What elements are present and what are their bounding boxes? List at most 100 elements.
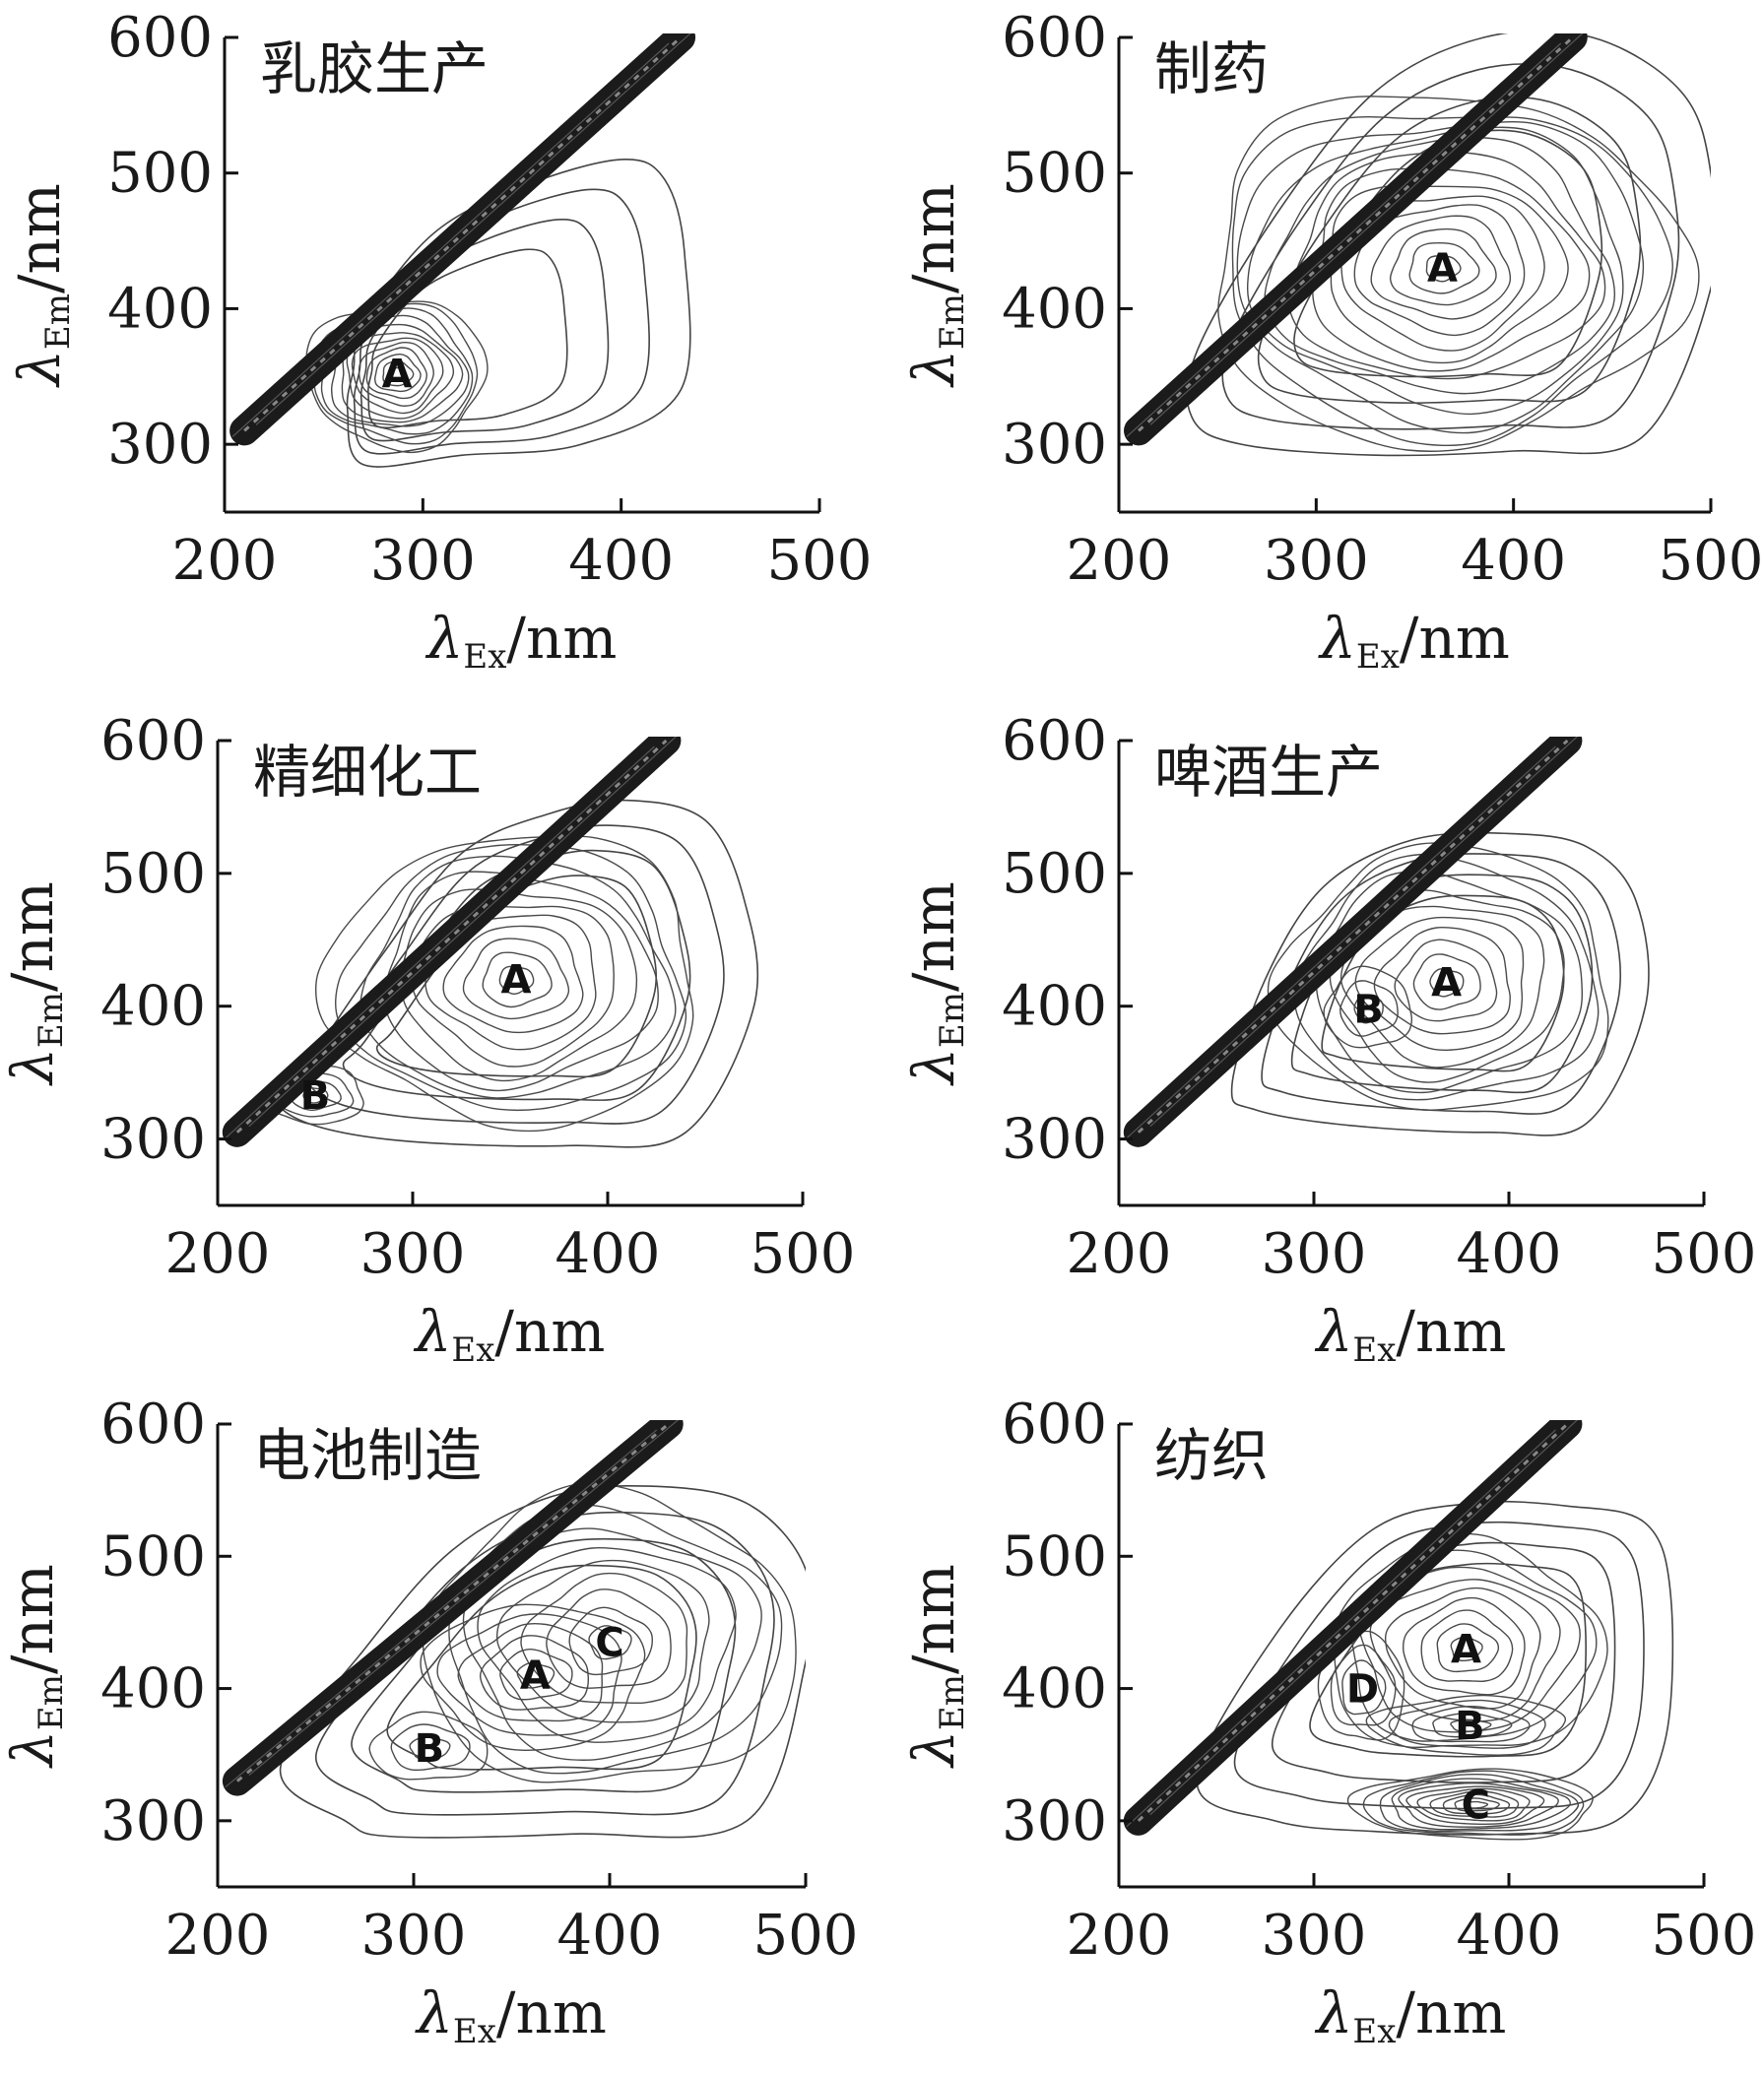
- contour-line: [520, 1572, 688, 1705]
- y-tick-label: 600: [1002, 1393, 1107, 1457]
- contour-line: [275, 799, 759, 1148]
- contour-line: [1247, 126, 1624, 416]
- contour-line: [1384, 1587, 1541, 1710]
- y-tick-label: 500: [1002, 142, 1107, 206]
- contour-line: [1323, 965, 1413, 1049]
- x-tick-label: 500: [751, 1222, 856, 1286]
- contour-line: [1373, 926, 1511, 1035]
- contour-line: [1339, 905, 1545, 1069]
- panel-title: 乳胶生产: [260, 35, 489, 102]
- contour-line: [1365, 1694, 1567, 1756]
- contour-line: [1432, 1712, 1513, 1738]
- scatter-band-texture: [1138, 35, 1574, 432]
- contour-line: [1230, 831, 1650, 1136]
- y-axis-label-symbol: λ: [900, 1048, 967, 1086]
- contour-line: [1351, 1674, 1375, 1703]
- peak-label: B: [1353, 987, 1384, 1032]
- x-tick-label: 500: [1652, 1904, 1757, 1968]
- contour-line: [359, 855, 677, 1099]
- x-tick-label: 300: [1264, 529, 1369, 593]
- scatter-band-edge: [1149, 1420, 1579, 1816]
- contour-line: [358, 341, 434, 407]
- x-tick-label: 200: [1067, 1904, 1172, 1968]
- y-axis-label-symbol: λ: [900, 350, 967, 388]
- contour-line: [462, 1527, 762, 1761]
- peak-label: A: [1427, 246, 1458, 292]
- scatter-band-edge: [1126, 1429, 1556, 1828]
- y-tick-label: 400: [107, 277, 213, 341]
- x-tick-label: 200: [1067, 1222, 1172, 1286]
- contour-line: [351, 337, 444, 415]
- y-axis-label: λEm/nm: [0, 1564, 71, 1769]
- x-axis-label-subscript: Ex: [1352, 1330, 1396, 1370]
- y-tick-label: 300: [1002, 1789, 1107, 1853]
- y-axis-label-subscript: Em: [933, 992, 972, 1048]
- contour-line: [1330, 1644, 1397, 1726]
- contour-line: [302, 1087, 329, 1104]
- scatter-band-edge: [248, 737, 678, 1128]
- contour-line: [1442, 1793, 1511, 1815]
- scatter-band-edge: [225, 1429, 658, 1788]
- contour-line: [1402, 1596, 1526, 1696]
- x-axis-label-subscript: Ex: [453, 2012, 496, 2051]
- contour-line: [1388, 1699, 1546, 1749]
- scatter-band-edge: [1126, 745, 1556, 1139]
- contour-line: [386, 1564, 697, 1771]
- x-axis-label-subscript: Ex: [1356, 637, 1400, 677]
- scatter-band-edge: [1149, 33, 1584, 425]
- contour-line: [1264, 136, 1616, 395]
- plot-area: [1123, 1420, 1674, 1841]
- peak-label: B: [415, 1726, 445, 1772]
- y-tick-label: 300: [100, 1789, 206, 1853]
- x-axis-label-unit: /nm: [506, 605, 617, 672]
- contour-line: [1196, 1500, 1674, 1836]
- contour-line: [1221, 63, 1680, 430]
- contour-line: [382, 360, 415, 387]
- peak-label: B: [1455, 1704, 1485, 1749]
- plot-area: [229, 33, 696, 468]
- x-axis-label-unit: /nm: [496, 1979, 607, 2046]
- contour-line: [1369, 1579, 1561, 1722]
- scatter-band: [222, 737, 682, 1147]
- scatter-band-edge: [231, 42, 670, 437]
- x-axis-label: λEx/nm: [1318, 605, 1510, 677]
- y-tick-label: 400: [1002, 277, 1107, 341]
- y-axis-label: λEm/nm: [900, 183, 972, 388]
- contour-line: [1362, 1770, 1585, 1836]
- contour-line: [1341, 1659, 1387, 1716]
- y-axis-label-symbol: λ: [6, 350, 73, 388]
- panel-title: 精细化工: [253, 739, 482, 806]
- y-axis-label-symbol: λ: [0, 1730, 66, 1769]
- x-tick-label: 300: [370, 529, 476, 593]
- contour-line: [365, 347, 427, 400]
- y-axis-label: λEm/nm: [900, 881, 972, 1086]
- x-axis-label-unit: /nm: [1400, 605, 1510, 672]
- y-axis-label-unit: /nm: [900, 881, 967, 992]
- y-axis-label: λEm/nm: [6, 183, 78, 388]
- contour-line: [482, 951, 553, 1008]
- contour-line: [1346, 1768, 1594, 1841]
- scatter-band-edge: [255, 33, 691, 425]
- x-tick-label: 400: [555, 1222, 661, 1286]
- y-tick-label: 300: [107, 413, 213, 477]
- x-axis-label-unit: /nm: [1396, 1979, 1506, 2046]
- plot-area: [222, 1420, 806, 1839]
- contour-line: [1429, 968, 1465, 998]
- contour-line: [279, 1484, 806, 1839]
- x-axis-label-symbol: λ: [1318, 605, 1356, 672]
- y-axis-label-subscript: Em: [32, 992, 71, 1048]
- y-tick-label: 600: [107, 6, 213, 70]
- x-axis-label: λEx/nm: [415, 1979, 607, 2051]
- x-tick-label: 400: [568, 529, 674, 593]
- contour-line: [1358, 1566, 1581, 1733]
- contour-line: [1389, 227, 1497, 306]
- contour-line: [1370, 215, 1512, 320]
- panel-title: 电池制造: [253, 1422, 482, 1489]
- x-tick-label: 500: [1652, 1222, 1757, 1286]
- peak-label: A: [382, 353, 413, 398]
- y-tick-label: 400: [1002, 1657, 1107, 1721]
